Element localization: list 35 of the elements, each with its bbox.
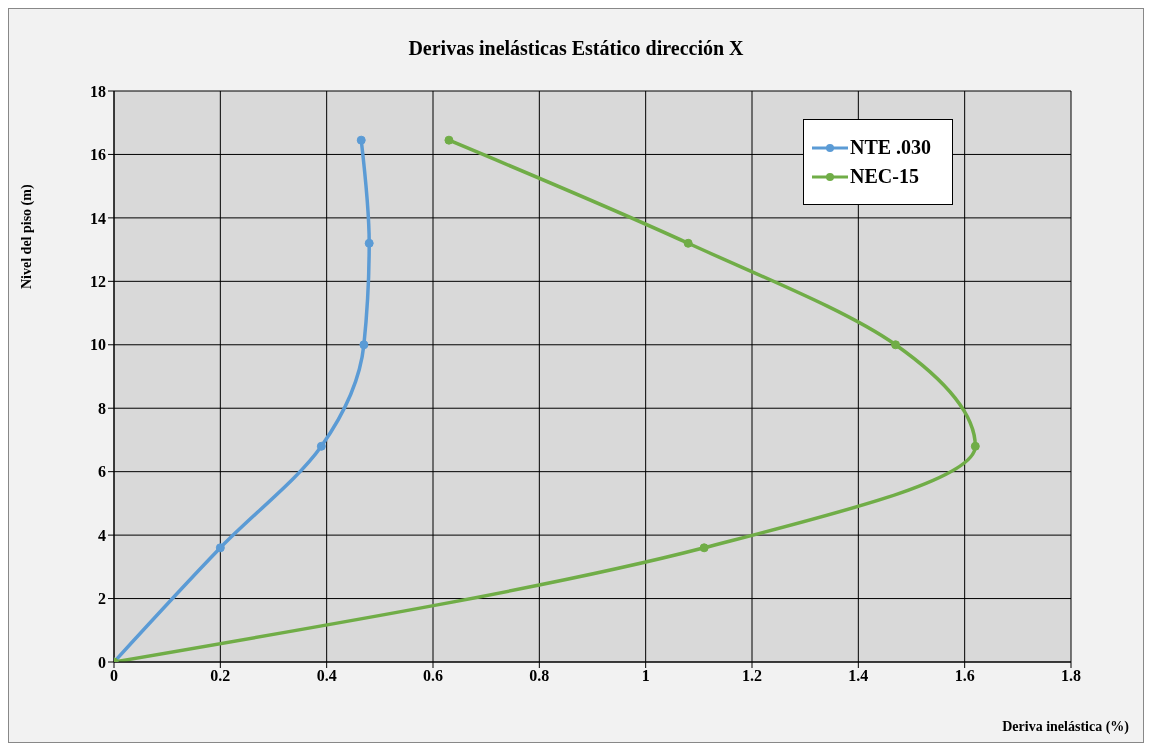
point <box>444 135 454 145</box>
x-tick-label: 1.8 <box>1061 667 1081 685</box>
x-tick-label: 0.6 <box>423 667 443 685</box>
y-tick-label: 4 <box>98 526 106 544</box>
y-tick-label: 2 <box>98 590 106 608</box>
y-tick-label: 0 <box>98 653 106 671</box>
x-tick-label: 1.4 <box>848 667 869 685</box>
y-tick-label: 8 <box>98 399 106 417</box>
x-tick-label: 0 <box>110 667 118 685</box>
y-axis-title: Nivel del piso (m) <box>19 184 35 289</box>
y-tick-label: 6 <box>98 463 106 481</box>
legend-label: NTE .030 <box>850 136 932 159</box>
x-tick-label: 1.2 <box>742 667 762 685</box>
point <box>970 441 980 451</box>
point <box>699 543 709 553</box>
point <box>891 340 901 350</box>
x-tick-label: 1 <box>641 667 650 685</box>
point <box>316 441 326 451</box>
point <box>215 543 225 553</box>
y-tick-label: 18 <box>90 82 106 100</box>
x-axis-title: Deriva inelástica (%) <box>1002 719 1129 735</box>
y-tick-label: 14 <box>90 209 106 227</box>
y-tick-label: 10 <box>90 336 106 354</box>
x-tick-label: 0.4 <box>316 667 337 685</box>
legend-label: NEC-15 <box>850 165 919 188</box>
x-tick-label: 0.2 <box>210 667 231 685</box>
y-tick-label: 12 <box>90 273 106 291</box>
point <box>364 238 374 248</box>
point <box>359 340 369 350</box>
point <box>356 135 366 145</box>
point <box>683 238 693 248</box>
x-tick-label: 1.6 <box>954 667 975 685</box>
x-tick-label: 0.8 <box>529 667 550 685</box>
y-tick-label: 16 <box>90 146 106 164</box>
chart-title: Derivas inelásticas Estático dirección X <box>407 37 745 60</box>
